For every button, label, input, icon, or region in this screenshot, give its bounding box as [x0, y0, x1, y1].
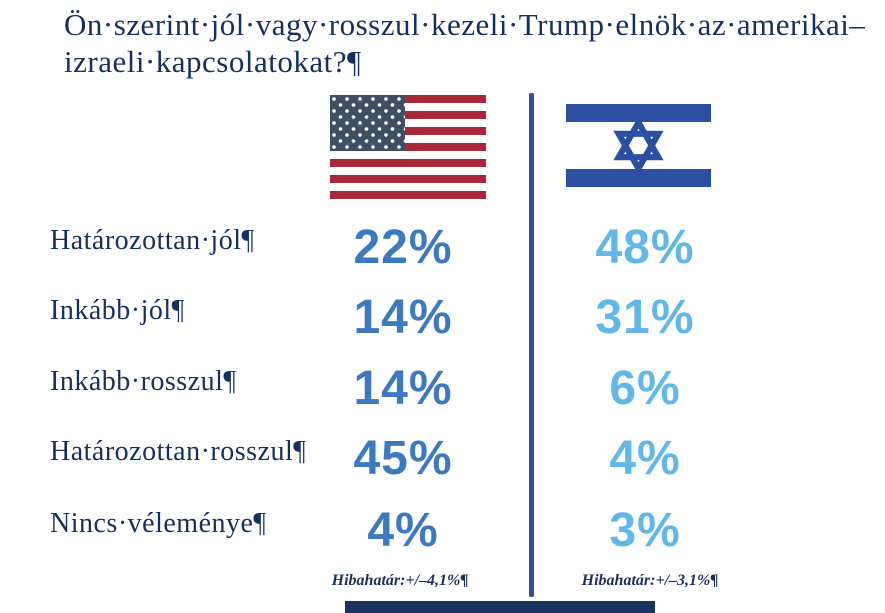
star-of-david-icon [613, 120, 664, 171]
footer-accent-bar [345, 601, 655, 613]
answer-row-hatarozottan-jol: Határozottan·jól¶ 22% 48% [0, 221, 885, 281]
israel-percent-value: 6% [609, 362, 681, 415]
column-divider-line [529, 93, 534, 597]
israel-error-margin-note: Hibahatár:+/–3,1%¶ [581, 572, 719, 589]
usa-percent-value: 14% [353, 362, 453, 415]
answer-row-hatarozottan-rosszul: Határozottan·rosszul¶ 45% 4% [0, 432, 885, 492]
question-title: Ön·szerint·jól·vagy·rosszul·kezeli·Trump… [64, 6, 865, 80]
answer-row-inkabb-rosszul: Inkább·rosszul¶ 14% 6% [0, 362, 885, 422]
usa-percent-value: 4% [367, 504, 439, 557]
answer-label: Határozottan·jól¶ [50, 225, 255, 256]
israel-percent-value: 4% [609, 432, 681, 485]
israel-percent-value: 48% [595, 221, 695, 274]
israel-percent-value: 3% [609, 504, 681, 557]
usa-percent-value: 45% [353, 432, 453, 485]
usa-error-margin-note: Hibahatár:+/–4,1%¶ [331, 572, 469, 589]
question-title-line2: izraeli·kapcsolatokat?¶ [64, 44, 362, 79]
israel-flag-icon [566, 101, 711, 190]
israel-percent-value: 31% [595, 291, 695, 344]
answer-label: Nincs·véleménye¶ [50, 508, 267, 539]
israel-flag-top-stripe [566, 104, 711, 122]
answer-label: Határozottan·rosszul¶ [50, 436, 307, 467]
usa-percent-value: 14% [353, 291, 453, 344]
usa-percent-value: 22% [353, 221, 453, 274]
answer-row-nincs-velemenye: Nincs·véleménye¶ 4% 3% [0, 504, 885, 564]
answer-label: Inkább·jól¶ [50, 295, 185, 326]
answer-row-inkabb-jol: Inkább·jól¶ 14% 31% [0, 291, 885, 351]
question-title-line1: Ön·szerint·jól·vagy·rosszul·kezeli·Trump… [64, 7, 866, 42]
answer-label: Inkább·rosszul¶ [50, 366, 237, 397]
israel-flag-bottom-stripe [566, 169, 711, 187]
usa-flag-icon [330, 95, 486, 199]
usa-flag-canton-stars [330, 95, 405, 151]
